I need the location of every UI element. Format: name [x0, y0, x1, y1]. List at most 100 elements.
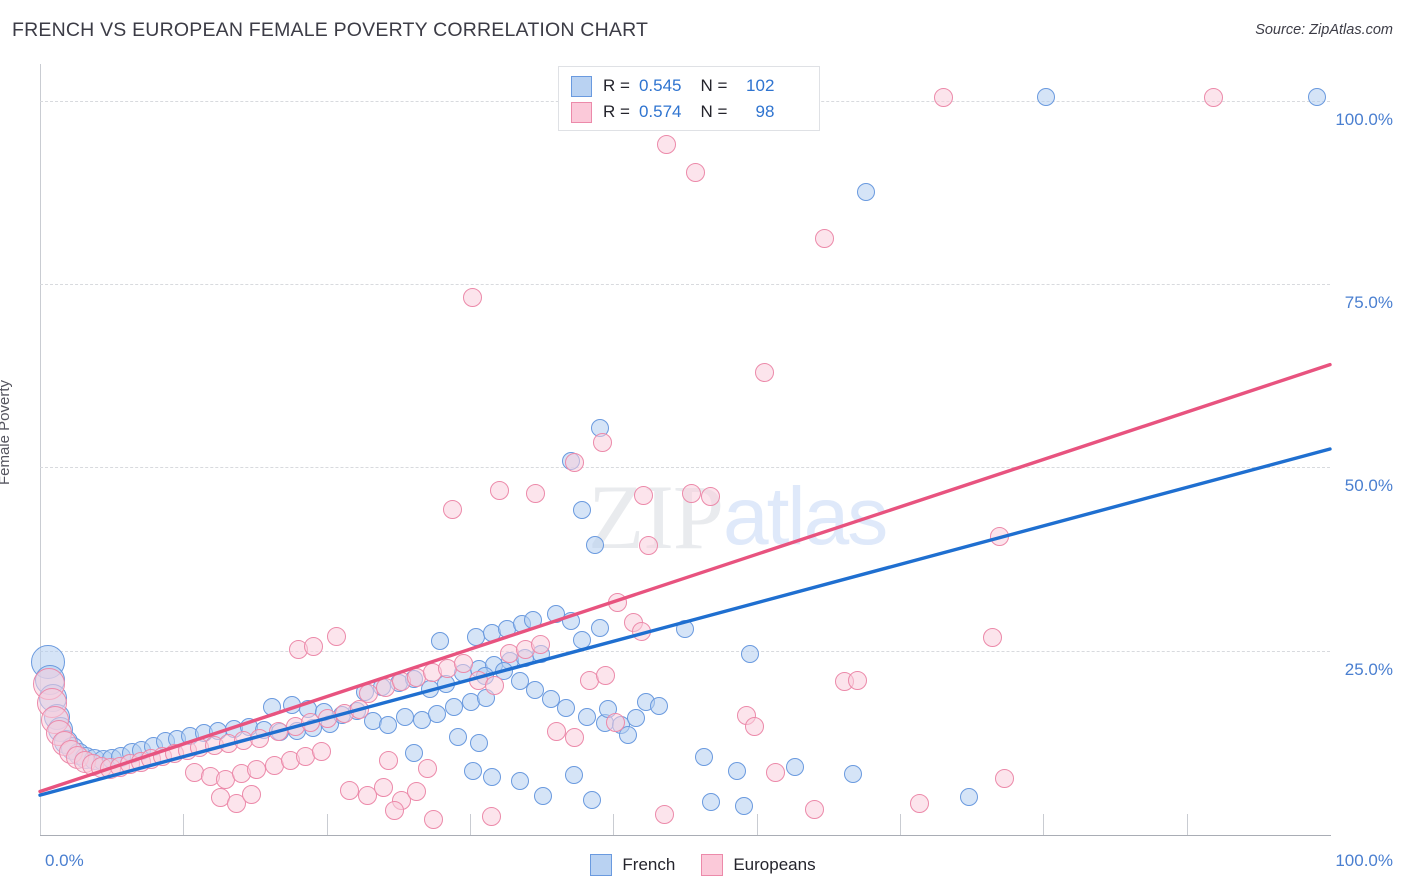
data-point-europeans[interactable] — [453, 654, 473, 674]
x-tick — [1186, 814, 1188, 835]
data-point-europeans[interactable] — [525, 484, 545, 504]
data-point-french[interactable] — [430, 632, 449, 651]
data-point-french[interactable] — [727, 761, 746, 780]
data-point-french[interactable] — [650, 697, 669, 716]
data-point-french[interactable] — [565, 766, 584, 785]
data-point-french[interactable] — [701, 792, 720, 811]
data-point-french[interactable] — [445, 698, 464, 717]
data-point-french[interactable] — [482, 767, 501, 786]
data-point-french[interactable] — [464, 761, 483, 780]
legend-item-europeans[interactable]: Europeans — [701, 854, 816, 876]
data-point-french[interactable] — [263, 698, 282, 717]
data-point-french[interactable] — [856, 183, 875, 202]
gridline — [40, 650, 1330, 652]
data-point-europeans[interactable] — [303, 636, 323, 656]
data-point-europeans[interactable] — [407, 781, 427, 801]
data-point-french[interactable] — [959, 788, 978, 807]
data-point-europeans[interactable] — [639, 535, 659, 555]
data-point-europeans[interactable] — [681, 484, 701, 504]
data-point-french[interactable] — [585, 536, 604, 555]
data-point-europeans[interactable] — [657, 135, 677, 155]
data-point-french[interactable] — [534, 786, 553, 805]
data-point-europeans[interactable] — [814, 229, 834, 249]
data-point-french[interactable] — [740, 645, 759, 664]
data-point-europeans[interactable] — [1204, 87, 1224, 107]
data-point-french[interactable] — [583, 791, 602, 810]
watermark-atlas: atlas — [723, 471, 888, 562]
data-point-europeans[interactable] — [631, 622, 651, 642]
data-point-europeans[interactable] — [605, 713, 625, 733]
data-point-europeans[interactable] — [385, 801, 405, 821]
legend-europeans-swatch-icon — [701, 854, 724, 876]
data-point-europeans[interactable] — [462, 287, 482, 307]
data-point-french[interactable] — [396, 707, 415, 726]
data-point-europeans[interactable] — [685, 163, 705, 183]
y-axis-title: Female Poverty — [0, 380, 13, 486]
data-point-europeans[interactable] — [765, 762, 785, 782]
data-point-french[interactable] — [510, 772, 529, 791]
data-point-europeans[interactable] — [489, 481, 509, 501]
data-point-french[interactable] — [379, 715, 398, 734]
data-point-europeans[interactable] — [755, 362, 775, 382]
data-point-europeans[interactable] — [654, 805, 674, 825]
data-point-french[interactable] — [572, 500, 591, 519]
data-point-europeans[interactable] — [340, 780, 360, 800]
data-point-french[interactable] — [282, 695, 301, 714]
data-point-french[interactable] — [562, 612, 581, 631]
stat-row-french: R = 0.545 N = 102 — [571, 73, 774, 99]
data-point-europeans[interactable] — [995, 768, 1015, 788]
data-point-europeans[interactable] — [564, 453, 584, 473]
data-point-french[interactable] — [405, 744, 424, 763]
data-point-french[interactable] — [577, 707, 596, 726]
data-point-europeans[interactable] — [417, 758, 437, 778]
data-point-europeans[interactable] — [745, 717, 765, 737]
data-point-french[interactable] — [843, 764, 862, 783]
data-point-europeans[interactable] — [249, 729, 269, 749]
data-point-french[interactable] — [557, 698, 576, 717]
data-point-french[interactable] — [572, 631, 591, 650]
data-point-french[interactable] — [785, 757, 804, 776]
watermark-zip: ZIP — [588, 466, 724, 568]
data-point-europeans[interactable] — [311, 742, 331, 762]
data-point-europeans[interactable] — [546, 721, 566, 741]
data-point-europeans[interactable] — [910, 793, 930, 813]
data-point-europeans[interactable] — [373, 777, 393, 797]
data-point-europeans[interactable] — [608, 592, 628, 612]
data-point-french[interactable] — [448, 728, 467, 747]
data-point-french[interactable] — [428, 704, 447, 723]
data-point-french[interactable] — [695, 748, 714, 766]
europeans-swatch-icon — [571, 101, 592, 123]
data-point-europeans[interactable] — [242, 784, 262, 804]
data-point-europeans[interactable] — [592, 432, 612, 452]
data-point-europeans[interactable] — [848, 670, 868, 690]
data-point-europeans[interactable] — [933, 87, 953, 107]
data-point-europeans[interactable] — [443, 500, 463, 520]
x-axis-min-label: 0.0% — [45, 851, 84, 870]
data-point-europeans[interactable] — [327, 626, 347, 646]
plot-area: ZIPatlas — [30, 64, 1332, 834]
data-point-europeans[interactable] — [482, 806, 501, 826]
data-point-french[interactable] — [676, 619, 694, 638]
data-point-europeans[interactable] — [247, 759, 267, 779]
data-point-french[interactable] — [735, 797, 754, 816]
legend-item-french[interactable]: French — [590, 854, 675, 876]
data-point-europeans[interactable] — [564, 727, 584, 747]
french-swatch-icon — [571, 75, 592, 97]
data-point-french[interactable] — [590, 618, 609, 637]
data-point-french[interactable] — [469, 734, 488, 753]
data-point-europeans[interactable] — [701, 487, 721, 507]
x-axis-line — [40, 835, 1331, 836]
data-point-europeans[interactable] — [804, 799, 824, 819]
data-point-europeans[interactable] — [595, 666, 615, 686]
data-point-europeans[interactable] — [634, 485, 654, 505]
europeans-n-value: 98 — [755, 102, 775, 121]
data-point-europeans[interactable] — [982, 627, 1002, 647]
data-point-europeans[interactable] — [423, 809, 443, 829]
data-point-french[interactable] — [1308, 88, 1327, 106]
data-point-french[interactable] — [523, 610, 542, 629]
data-point-europeans[interactable] — [378, 751, 398, 771]
data-point-french[interactable] — [626, 709, 645, 728]
data-point-europeans[interactable] — [484, 676, 504, 696]
data-point-french[interactable] — [1037, 88, 1056, 106]
data-point-europeans[interactable] — [990, 526, 1010, 546]
